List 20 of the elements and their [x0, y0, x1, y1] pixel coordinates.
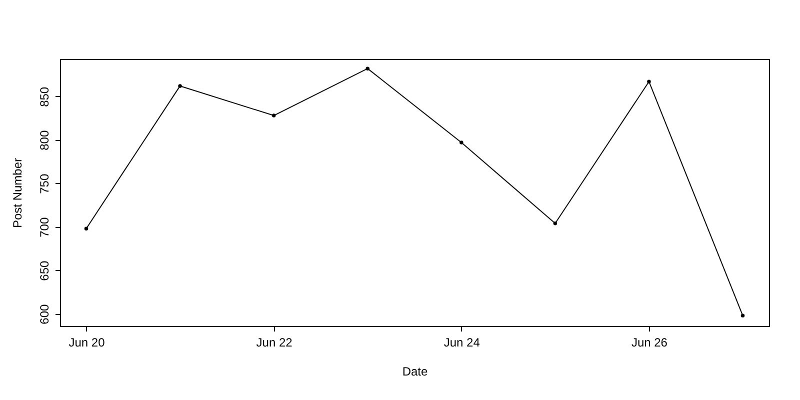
point — [272, 114, 276, 118]
point — [84, 226, 88, 230]
x-axis-title: Date — [402, 364, 428, 378]
y-tick-label: 750 — [38, 174, 52, 194]
x-tick-label: Jun 22 — [256, 336, 293, 350]
point — [647, 80, 651, 84]
point — [366, 66, 370, 70]
y-axis-title: Post Number — [10, 158, 24, 228]
y-tick-label: 850 — [38, 86, 52, 107]
x-tick-label: Jun 24 — [444, 336, 480, 350]
y-tick-label: 700 — [38, 217, 52, 238]
point — [553, 222, 558, 226]
point — [740, 314, 745, 318]
x-tick-label: Jun 26 — [631, 336, 668, 350]
point — [460, 140, 464, 144]
x-tick-label: Jun 20 — [68, 336, 106, 350]
y-tick-label: 650 — [38, 260, 52, 281]
y-tick-label: 800 — [38, 130, 52, 150]
y-tick-label: 600 — [38, 304, 52, 324]
point — [178, 84, 182, 88]
